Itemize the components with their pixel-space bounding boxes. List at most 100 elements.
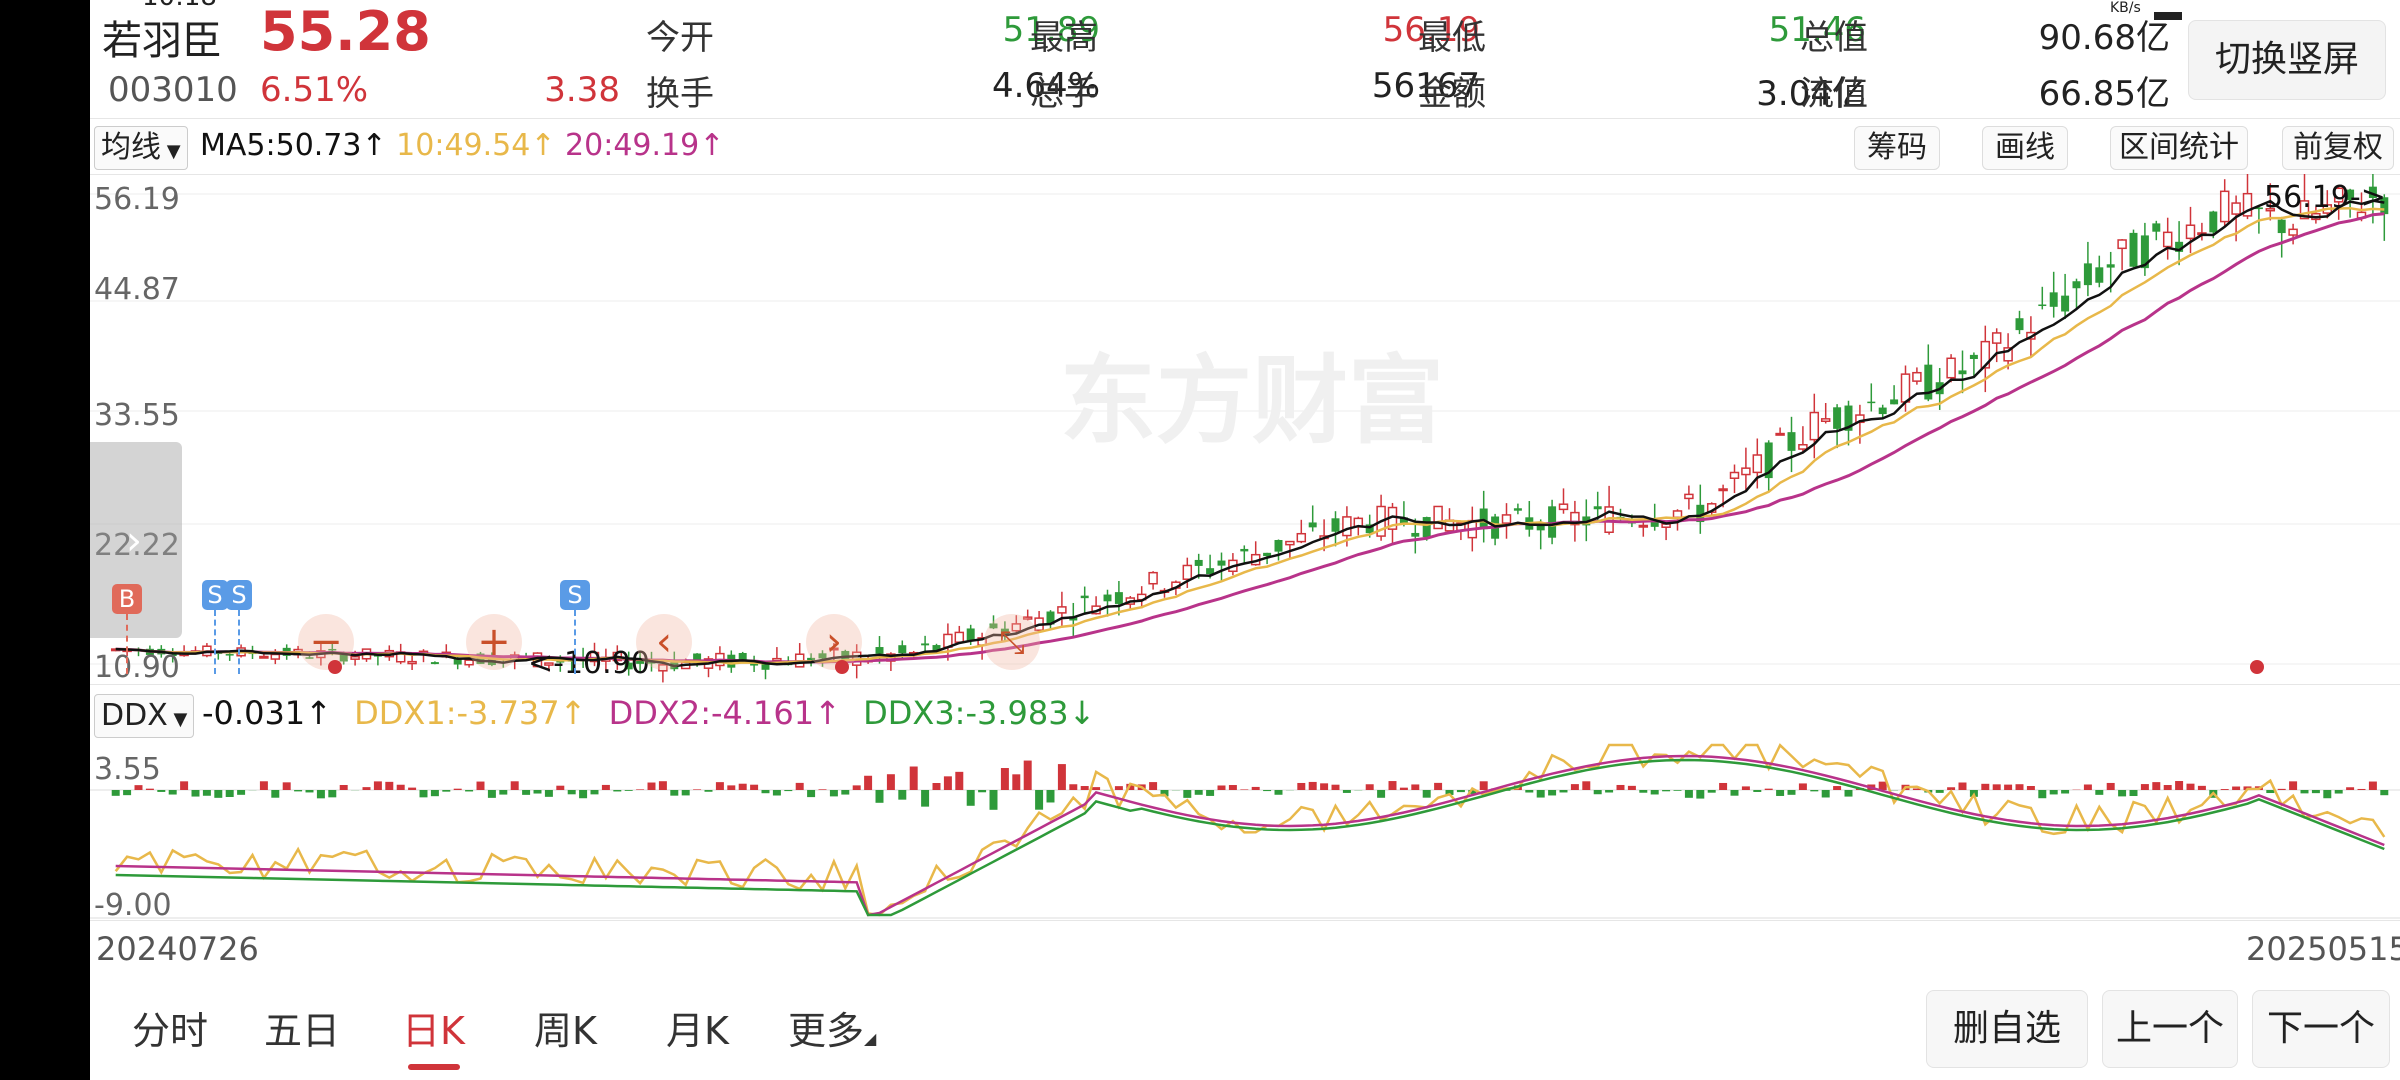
candle-body	[2254, 207, 2263, 210]
ddx-legend: -0.031↑ DDX1:-3.737↑ DDX2:-4.161↑ DDX3:-…	[202, 694, 1095, 732]
candle-body	[168, 654, 177, 657]
field-label-total-value: 总值	[1800, 18, 1868, 58]
ddx-bar	[1935, 790, 1944, 793]
ddx-bar	[1559, 790, 1568, 793]
ddx-bar	[1662, 790, 1671, 792]
candle-body	[1365, 524, 1374, 534]
candle-body	[2129, 232, 2138, 267]
ddx-bar	[2266, 790, 2275, 794]
ddx-bar	[1787, 790, 1796, 795]
candle-body	[875, 647, 884, 654]
chips-button[interactable]: 筹码	[1854, 126, 1940, 170]
ddx-bar	[1650, 790, 1659, 795]
candle-body	[2175, 241, 2184, 252]
ddx-bar	[2186, 783, 2195, 790]
candle-body	[1274, 540, 1283, 552]
candle-body	[2242, 192, 2253, 217]
candle-body	[350, 655, 360, 660]
kline-bottom-divider	[90, 684, 2400, 685]
candle-body	[1263, 552, 1272, 557]
y-label-max: 56.19	[94, 182, 180, 217]
candle-body	[818, 653, 827, 659]
candle-body	[1718, 488, 1728, 492]
ddx-bar	[510, 781, 519, 790]
candle-body	[259, 655, 269, 659]
tab-intraday[interactable]: 分时	[132, 1009, 209, 1053]
sell-marker-3[interactable]: S	[560, 580, 590, 610]
ddx-bar	[1696, 790, 1705, 799]
buy-marker[interactable]: B	[112, 584, 142, 614]
ddx-bar	[362, 787, 371, 790]
ddx-bar	[2334, 790, 2343, 794]
field-value-turnover: 4.64%	[991, 66, 1100, 106]
ddx-bar	[1411, 784, 1420, 790]
ddx-bar	[1730, 790, 1739, 796]
event-dot-1[interactable]	[328, 660, 342, 674]
previous-stock-button[interactable]: 上一个	[2102, 990, 2238, 1068]
interval-stats-button[interactable]: 区间统计	[2110, 126, 2248, 170]
ddx-bar	[328, 790, 337, 798]
candle-body	[658, 664, 668, 672]
tab-monthly-k[interactable]: 月K	[666, 1009, 729, 1053]
ma10-line	[115, 206, 2385, 665]
ddx-chart[interactable]	[90, 740, 2400, 920]
sell-marker-stem-1	[214, 610, 216, 674]
ddx2-arrow: ↑	[814, 694, 841, 732]
ddx-bar	[157, 790, 166, 792]
candle-body	[1399, 517, 1408, 525]
candle-body	[1206, 568, 1215, 575]
candle-body	[761, 663, 770, 670]
sell-marker-1[interactable]: S	[202, 580, 228, 610]
ddx-selector[interactable]: DDX ▼	[94, 694, 195, 738]
collapse-icon[interactable]: ⤡	[984, 614, 1040, 670]
ddx-bar	[2357, 788, 2366, 790]
ddx-bar	[1833, 786, 1842, 790]
zoom-out-icon[interactable]: −	[298, 614, 354, 670]
pan-right-icon[interactable]: ›	[806, 614, 862, 670]
candle-body	[2368, 186, 2377, 198]
candle-body	[1900, 373, 1911, 403]
kline-chart[interactable]: 东方财富	[90, 174, 2400, 684]
candle-body	[1342, 516, 1352, 537]
event-dot-2[interactable]	[835, 660, 849, 674]
remove-watchlist-button[interactable]: 删自选	[1926, 990, 2088, 1068]
ddx-bar	[544, 790, 553, 797]
candle-body	[989, 623, 998, 629]
candle-body	[1867, 401, 1876, 404]
sell-marker-2[interactable]: S	[226, 580, 252, 610]
pan-left-icon[interactable]: ‹	[636, 614, 692, 670]
indicator-selector[interactable]: 均线 ▼	[94, 126, 188, 170]
ma20-line	[115, 212, 2385, 664]
ddx-bar	[1388, 781, 1397, 790]
ddx-bar	[408, 787, 417, 790]
field-label-float-value: 流值	[1800, 74, 1868, 114]
ddx-bar	[556, 785, 565, 790]
ddx-bar	[1422, 790, 1431, 798]
switch-portrait-button[interactable]: 切换竖屏	[2188, 20, 2386, 100]
candle-body	[1752, 454, 1763, 474]
ddx-bar	[1331, 784, 1340, 790]
next-stock-button[interactable]: 下一个	[2252, 990, 2390, 1068]
ddx-bar	[1046, 790, 1055, 803]
tab-more[interactable]: 更多◢	[788, 1000, 876, 1055]
candle-body	[2140, 235, 2149, 269]
ddx-bar	[1023, 760, 1032, 790]
ddx-bar	[693, 789, 702, 790]
ddx-bar	[1593, 790, 1602, 795]
ddx-bar	[624, 790, 633, 791]
adjust-mode-button[interactable]: 前复权	[2282, 126, 2394, 170]
zoom-in-icon[interactable]: +	[466, 614, 522, 670]
field-value-low: 51.46	[1768, 10, 1866, 50]
tab-weekly-k[interactable]: 周K	[534, 1009, 597, 1053]
draw-line-button[interactable]: 画线	[1982, 126, 2068, 170]
candle-body	[2106, 264, 2115, 268]
tab-five-day[interactable]: 五日	[264, 1009, 341, 1053]
candle-body	[2288, 228, 2298, 236]
event-dot-3[interactable]	[2250, 660, 2264, 674]
candle-body	[1057, 606, 1067, 614]
ddx-bar	[134, 785, 143, 790]
ddx-bar	[1570, 784, 1579, 790]
tab-daily-k[interactable]: 日K	[402, 1009, 465, 1053]
ddx-bar	[2220, 789, 2229, 790]
ddx-bar	[670, 790, 679, 796]
